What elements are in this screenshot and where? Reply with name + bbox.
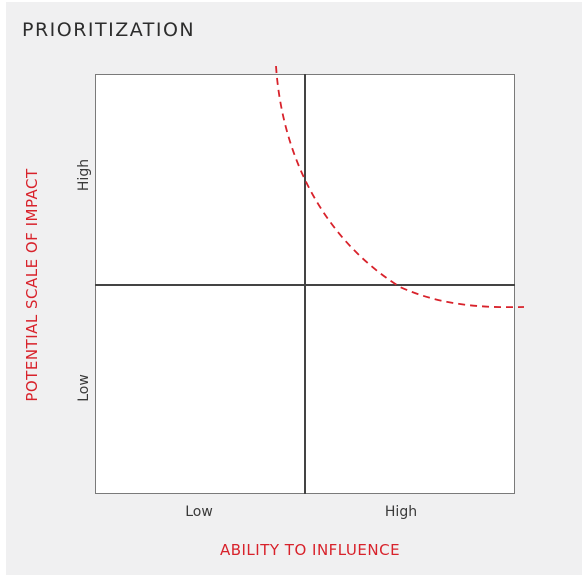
y-tick-low: Low: [76, 374, 92, 402]
page-title: PRIORITIZATION: [22, 19, 196, 41]
y-axis-label: POTENTIAL SCALE OF IMPACT: [23, 168, 41, 402]
y-tick-high: High: [76, 158, 92, 192]
matrix-horizontal-divider: [95, 284, 515, 286]
x-axis-label: ABILITY TO INFLUENCE: [219, 541, 401, 559]
x-tick-high: High: [384, 504, 418, 520]
x-tick-low: Low: [185, 504, 213, 520]
